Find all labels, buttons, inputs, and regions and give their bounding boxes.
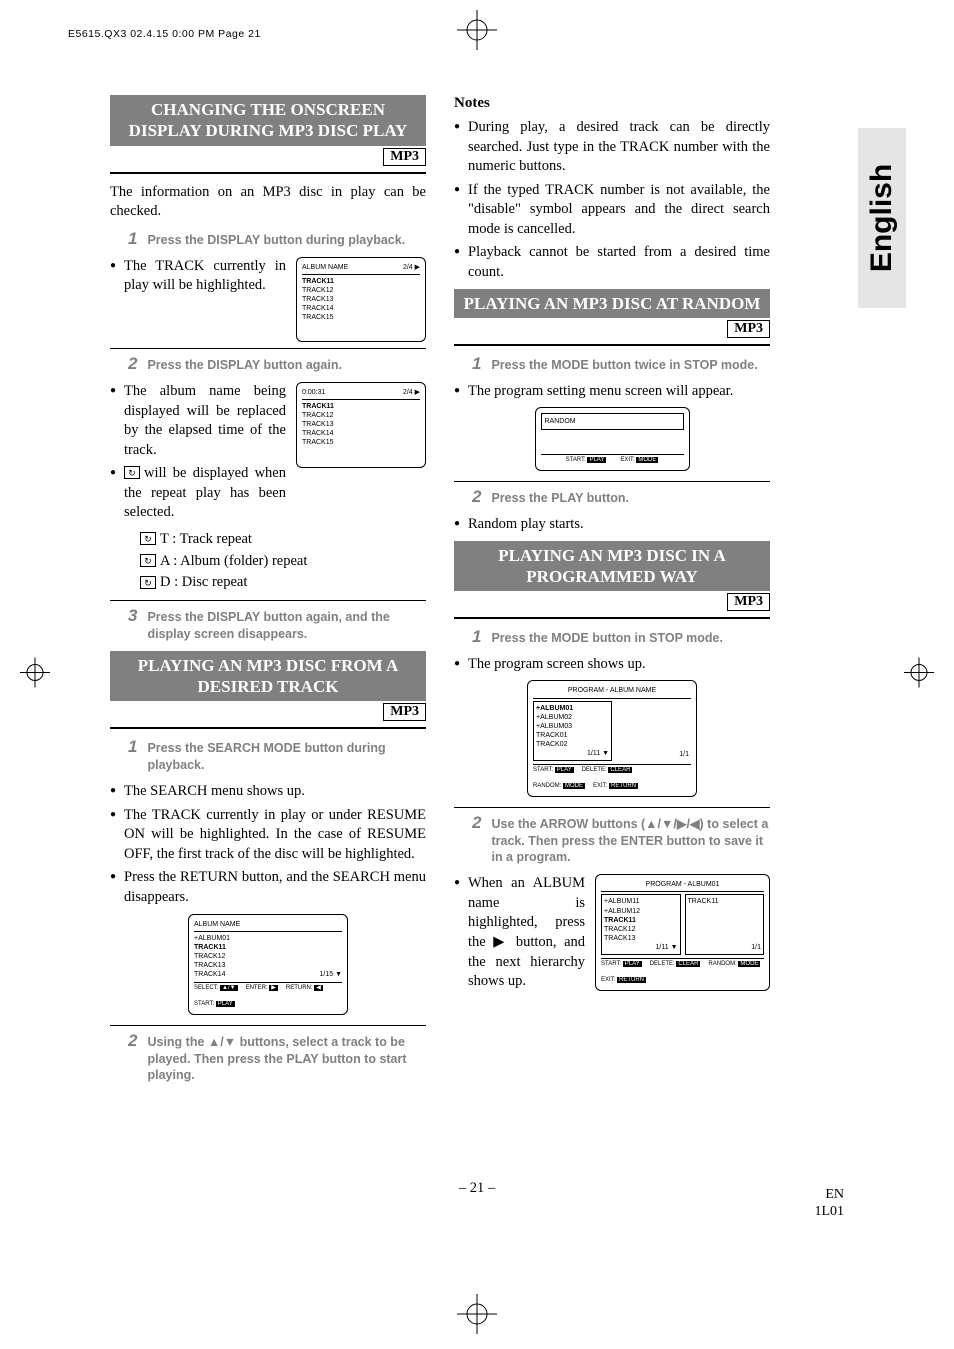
bullet: ↻will be displayed when the repeat play …: [110, 464, 286, 523]
screen-diagram-random: RANDOM START: PLAY EXIT: MODE: [535, 407, 690, 471]
bullet: The album name being displayed will be r…: [110, 382, 286, 460]
step-3: 3Press the DISPLAY button again, and the…: [128, 607, 426, 643]
language-tab-label: English: [865, 164, 899, 272]
screen-diagram-3: ALBUM NAME +ALBUM01 TRACK11 TRACK12 TRAC…: [188, 914, 348, 1015]
step-1: 1Press the DISPLAY button during playbac…: [128, 230, 426, 249]
crop-mark-left: [20, 657, 50, 692]
section-banner-1: CHANGING THE ONSCREEN DISPLAY DURING MP3…: [110, 95, 426, 146]
repeat-icon: ↻: [140, 532, 156, 545]
repeat-icon: ↻: [140, 576, 156, 589]
page: E5615.QX3 02.4.15 0:00 PM Page 21 Englis…: [0, 0, 954, 1349]
crop-mark-bottom: [457, 1294, 497, 1339]
note: If the typed TRACK number is not availab…: [454, 181, 770, 240]
step-p1: 1Press the MODE button in STOP mode.: [472, 628, 770, 647]
screen-diagram-1: ALBUM NAME2/4 ▶ TRACK11 TRACK12 TRACK13 …: [296, 257, 426, 343]
section-banner-2: PLAYING AN MP3 DISC FROM A DESIRED TRACK: [110, 651, 426, 702]
footer-code: EN 1L01: [814, 1187, 844, 1221]
repeat-icon: ↻: [124, 466, 140, 479]
right-column: Notes During play, a desired track can b…: [454, 95, 770, 1092]
repeat-list: ↻T : Track repeat ↻A : Album (folder) re…: [140, 529, 426, 594]
mp3-tag: MP3: [727, 593, 770, 611]
language-tab: English: [858, 128, 906, 308]
section-banner-4: PLAYING AN MP3 DISC IN A PROGRAMMED WAY: [454, 541, 770, 592]
page-number: – 21 –: [0, 1180, 954, 1197]
bullet: The TRACK currently in play will be high…: [110, 257, 286, 296]
step-2: 2Press the DISPLAY button again.: [128, 355, 426, 374]
crop-mark-right: [904, 657, 934, 692]
bullet: The SEARCH menu shows up.: [110, 782, 426, 802]
intro-text: The information on an MP3 disc in play c…: [110, 183, 426, 222]
bullet: The program setting menu screen will app…: [454, 382, 770, 402]
bullet: Press the RETURN button, and the SEARCH …: [110, 868, 426, 907]
repeat-icon: ↻: [140, 554, 156, 567]
screen-diagram-prog2: PROGRAM - ALBUM01 +ALBUM11 +ALBUM12 TRAC…: [595, 874, 770, 990]
step-1b: 1Press the SEARCH MODE button during pla…: [128, 738, 426, 774]
bullet: The program screen shows up.: [454, 655, 770, 675]
note: During play, a desired track can be dire…: [454, 118, 770, 177]
bullet: The TRACK currently in play or under RES…: [110, 806, 426, 865]
step-2b: 2Using the ▲/▼ buttons, select a track t…: [128, 1032, 426, 1085]
screen-diagram-2: 0:00:312/4 ▶ TRACK11 TRACK12 TRACK13 TRA…: [296, 382, 426, 468]
section-banner-3: PLAYING AN MP3 DISC AT RANDOM: [454, 289, 770, 318]
left-column: CHANGING THE ONSCREEN DISPLAY DURING MP3…: [110, 95, 426, 1092]
content-columns: CHANGING THE ONSCREEN DISPLAY DURING MP3…: [110, 95, 830, 1092]
note: Playback cannot be started from a desire…: [454, 243, 770, 282]
bullet: When an ALBUM name is highlighted, press…: [454, 874, 585, 991]
bullet: Random play starts.: [454, 515, 770, 535]
divider: [110, 172, 426, 174]
mp3-tag: MP3: [727, 320, 770, 338]
mp3-tag: MP3: [383, 148, 426, 166]
step-p2: 2Use the ARROW buttons (▲/▼/▶/◀) to sele…: [472, 814, 770, 867]
print-header: E5615.QX3 02.4.15 0:00 PM Page 21: [68, 28, 261, 40]
mp3-tag: MP3: [383, 703, 426, 721]
notes-heading: Notes: [454, 95, 770, 112]
step-r1: 1Press the MODE button twice in STOP mod…: [472, 355, 770, 374]
step-r2: 2Press the PLAY button.: [472, 488, 770, 507]
screen-diagram-prog1: PROGRAM - ALBUM NAME +ALBUM01 +ALBUM02 +…: [527, 680, 697, 796]
crop-mark-top: [457, 10, 497, 55]
